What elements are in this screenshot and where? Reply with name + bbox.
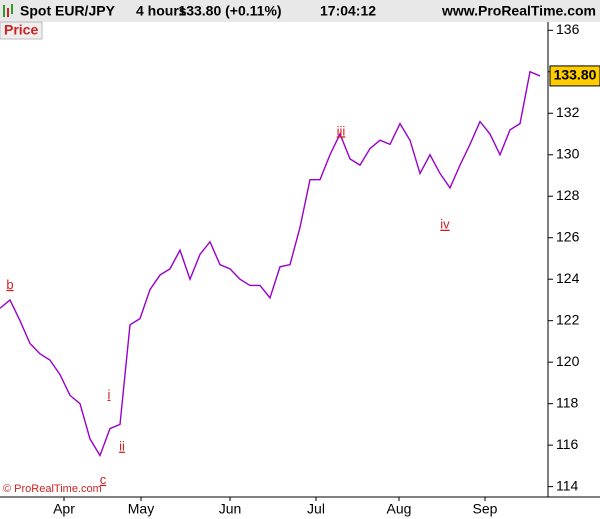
y-tick-label: 116	[556, 436, 579, 452]
time: 17:04:12	[320, 3, 376, 19]
site: www.ProRealTime.com	[441, 3, 596, 19]
y-tick-label: 122	[556, 311, 580, 327]
x-tick-label: Jul	[307, 501, 325, 517]
y-tick-label: 114	[556, 477, 579, 493]
wave-label: i	[108, 387, 111, 402]
price-label-box	[549, 65, 600, 87]
wave-label: ii	[119, 439, 125, 454]
wave-label: b	[6, 277, 13, 292]
y-tick-label: 130	[556, 145, 580, 161]
x-tick-label: Aug	[387, 501, 412, 517]
quote: 133.80 (+0.11%)	[178, 3, 281, 19]
panel-label-box	[0, 21, 43, 40]
wave-label: c	[100, 472, 107, 487]
y-tick-label: 136	[556, 21, 580, 37]
price-line	[0, 70, 541, 458]
panel-label: Price	[4, 22, 38, 38]
app-icon	[3, 4, 13, 17]
period: 4 hours	[136, 3, 187, 19]
y-tick-label: 120	[556, 353, 580, 369]
copyright: © ProRealTime.com	[3, 483, 102, 495]
x-tick-label: Apr	[53, 501, 75, 517]
price-label: 133.80	[554, 67, 597, 83]
x-tick-label: Sep	[473, 501, 498, 517]
header-bar	[0, 0, 600, 22]
y-tick-label: 124	[556, 270, 580, 286]
y-tick-label: 118	[556, 394, 579, 410]
wave-label: iv	[440, 217, 450, 232]
y-tick-label: 132	[556, 104, 580, 120]
x-tick-label: May	[128, 501, 154, 517]
symbol: Spot EUR/JPY	[20, 3, 116, 19]
wave-label: iii	[337, 123, 346, 138]
x-tick-label: Jun	[219, 501, 242, 517]
y-tick-label: 126	[556, 228, 580, 244]
y-tick-label: 128	[556, 187, 580, 203]
